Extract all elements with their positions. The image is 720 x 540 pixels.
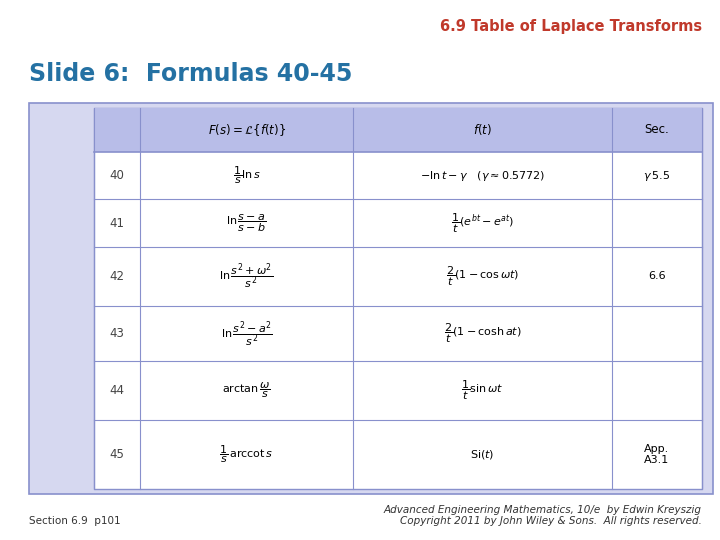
Text: 44: 44	[109, 384, 125, 397]
Text: App.
A3.1: App. A3.1	[644, 444, 670, 465]
Text: $\mathrm{Si}(t)$: $\mathrm{Si}(t)$	[470, 448, 495, 461]
Text: Sec.: Sec.	[644, 124, 670, 137]
Text: $\ln\dfrac{s^2+\omega^2}{s^2}$: $\ln\dfrac{s^2+\omega^2}{s^2}$	[220, 261, 274, 292]
Text: 42: 42	[109, 270, 125, 283]
Text: $\dfrac{1}{t}\sin\omega t$: $\dfrac{1}{t}\sin\omega t$	[462, 379, 503, 402]
Text: $\dfrac{1}{s}\,\mathrm{arccot}\, s$: $\dfrac{1}{s}\,\mathrm{arccot}\, s$	[220, 444, 274, 465]
Text: $\dfrac{2}{t}(1 - \cos\omega t)$: $\dfrac{2}{t}(1 - \cos\omega t)$	[446, 265, 519, 288]
Text: $\dfrac{1}{s}\ln s$: $\dfrac{1}{s}\ln s$	[233, 165, 261, 186]
Text: 6.9 Table of Laplace Transforms: 6.9 Table of Laplace Transforms	[440, 19, 702, 34]
Text: 45: 45	[109, 448, 125, 461]
Text: 40: 40	[109, 169, 125, 182]
Text: $\dfrac{2}{t}(1 - \cosh at)$: $\dfrac{2}{t}(1 - \cosh at)$	[444, 322, 521, 345]
Text: $\gamma\,5.5$: $\gamma\,5.5$	[644, 168, 670, 183]
Text: $f(t)$: $f(t)$	[473, 123, 492, 137]
Text: 41: 41	[109, 217, 125, 230]
Text: 43: 43	[109, 327, 125, 340]
Text: $F(s) = \mathcal{L}\{f(t)\}$: $F(s) = \mathcal{L}\{f(t)\}$	[207, 122, 286, 138]
Text: $\ln\dfrac{s^2-a^2}{s^2}$: $\ln\dfrac{s^2-a^2}{s^2}$	[221, 319, 272, 348]
Text: $\arctan\dfrac{\omega}{s}$: $\arctan\dfrac{\omega}{s}$	[222, 381, 271, 400]
Text: 6.6: 6.6	[648, 272, 666, 281]
Text: Slide 6:  Formulas 40-45: Slide 6: Formulas 40-45	[29, 62, 352, 86]
Text: Advanced Engineering Mathematics, 10/e  by Edwin Kreyszig
Copyright 2011 by John: Advanced Engineering Mathematics, 10/e b…	[384, 505, 702, 526]
Text: $\ln\dfrac{s-a}{s-b}$: $\ln\dfrac{s-a}{s-b}$	[226, 212, 267, 234]
Text: $\dfrac{1}{t}(e^{bt} - e^{at})$: $\dfrac{1}{t}(e^{bt} - e^{at})$	[451, 212, 514, 235]
Text: Section 6.9  p101: Section 6.9 p101	[29, 516, 120, 526]
Text: $-\ln t - \gamma \quad (\gamma \approx 0.5772)$: $-\ln t - \gamma \quad (\gamma \approx 0…	[420, 168, 545, 183]
